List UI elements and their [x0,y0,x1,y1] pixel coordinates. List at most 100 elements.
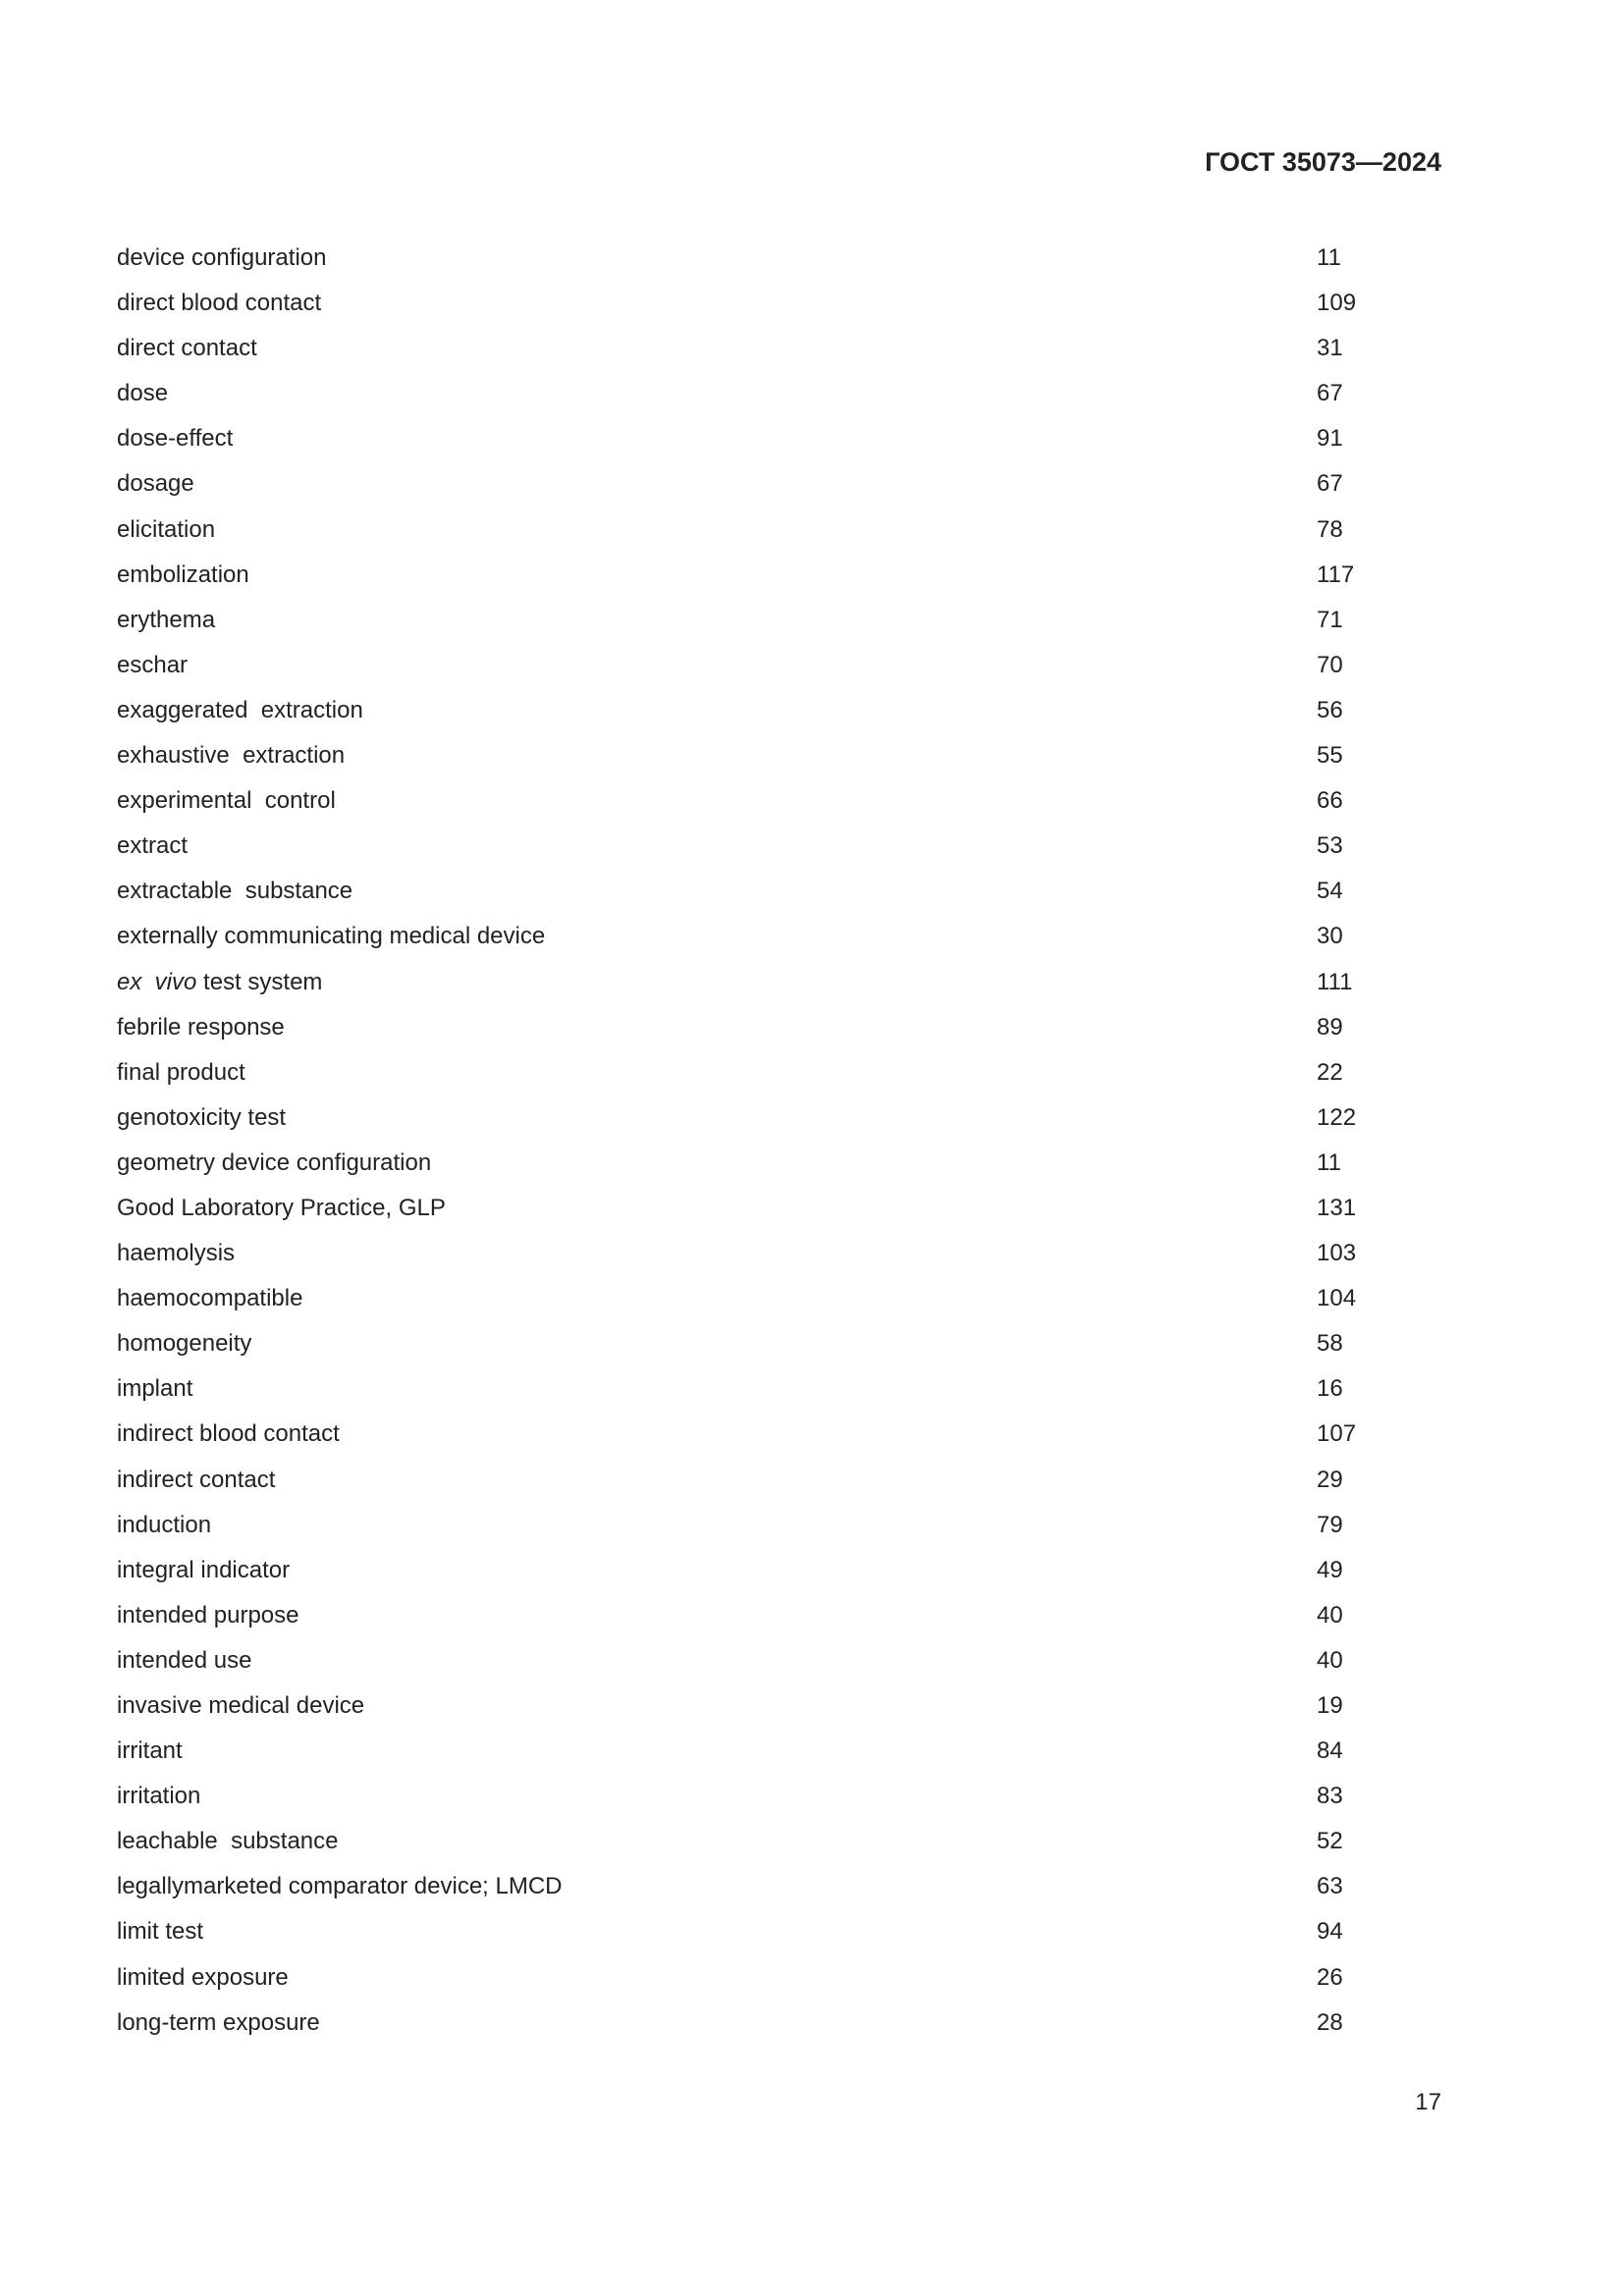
index-term: ex vivo test system [117,967,322,998]
index-entry: direct blood contact 109 [117,288,1393,333]
term-part: legallymarketed comparator device; LMCD [117,1873,563,1900]
index-term: embolization [117,560,249,591]
index-reference-number: 107 [1317,1420,1357,1448]
index-term: dose-effect [117,423,233,454]
index-term: eschar [117,650,188,681]
index-term: homogeneity [117,1328,251,1360]
term-part: haemolysis [117,1240,236,1267]
index-reference-number: 104 [1317,1285,1357,1312]
index-term: implant [117,1373,192,1405]
index-term: legallymarketed comparator device; LMCD [117,1871,563,1902]
index-reference-number: 26 [1317,1963,1343,1991]
term-part: haemocompatible [117,1285,303,1312]
index-reference-number: 56 [1317,696,1343,723]
term-part: dose [117,380,169,407]
index-term: irritant [117,1735,183,1767]
term-part: externally communicating medical device [117,923,546,950]
index-reference-number: 40 [1317,1646,1343,1674]
term-part: eschar [117,651,189,678]
index-reference-number: 22 [1317,1058,1343,1086]
index-term: extract [117,830,188,862]
term-part: intended use [117,1646,252,1674]
index-reference-number: 11 [1317,1148,1341,1176]
index-term: device configuration [117,242,326,274]
index-entry: implant 16 [117,1373,1393,1418]
page-number: 17 [1415,2089,1441,2115]
index-entry: device configuration 11 [117,242,1393,288]
index-term: haemolysis [117,1238,235,1269]
index-reference-number: 67 [1317,470,1343,498]
term-part: genotoxicity test [117,1103,287,1131]
term-part: Good Laboratory Practice, GLP [117,1194,446,1221]
index-reference-number: 79 [1317,1511,1343,1538]
index-reference-number: 84 [1317,1737,1343,1765]
index-term: intended use [117,1645,251,1677]
index-entry: exhaustive extraction 55 [117,740,1393,785]
index-reference-number: 30 [1317,923,1343,950]
index-entry: direct contact 31 [117,333,1393,378]
index-reference-number: 55 [1317,742,1343,770]
index-entry: genotoxicity test 122 [117,1102,1393,1148]
term-part: indirect blood contact [117,1420,340,1448]
term-part: embolization [117,561,249,588]
index-entry: leachable substance 52 [117,1826,1393,1871]
index-term: experimental control [117,785,336,817]
index-entry: invasive medical device 19 [117,1690,1393,1735]
index-term: irritation [117,1781,200,1812]
index-reference-number: 70 [1317,651,1343,678]
term-part: febrile response [117,1013,285,1041]
index-entry: erythema 71 [117,605,1393,650]
index-term: indirect blood contact [117,1418,340,1450]
term-part: implant [117,1375,193,1403]
index-entry: geometry device configuration 11 [117,1148,1393,1193]
index-list: device configuration 11 direct blood conta… [117,242,1393,2053]
index-term: indirect contact [117,1465,275,1496]
index-reference-number: 54 [1317,878,1343,905]
index-term: erythema [117,605,215,636]
index-entry: extract 53 [117,830,1393,876]
term-italic-part: ex vivo [117,968,197,995]
index-entry: final product 22 [117,1057,1393,1102]
index-reference-number: 94 [1317,1918,1343,1946]
index-entry: limit test 94 [117,1916,1393,1961]
index-reference-number: 29 [1317,1466,1343,1493]
index-term: induction [117,1510,211,1541]
index-term: intended purpose [117,1600,298,1631]
index-entry: dose-effect 91 [117,423,1393,468]
index-reference-number: 103 [1317,1240,1357,1267]
index-reference-number: 49 [1317,1556,1343,1583]
term-part: induction [117,1511,212,1538]
index-entry: dose 67 [117,378,1393,423]
index-term: externally communicating medical device [117,921,545,952]
index-entry: dosage 67 [117,468,1393,513]
index-entry: extractable substance 54 [117,876,1393,921]
index-entry: eschar 70 [117,650,1393,695]
term-part: intended purpose [117,1601,299,1629]
index-term: integral indicator [117,1555,290,1586]
index-entry: embolization 117 [117,560,1393,605]
index-reference-number: 83 [1317,1783,1343,1810]
index-term: leachable substance [117,1826,339,1857]
index-reference-number: 19 [1317,1692,1343,1719]
term-part: irritation [117,1783,201,1810]
term-part: test system [196,968,323,995]
index-reference-number: 58 [1317,1330,1343,1358]
term-part: extractable substance [117,878,353,905]
index-term: elicitation [117,514,215,546]
index-term: haemocompatible [117,1283,302,1314]
term-part: exhaustive extraction [117,742,346,770]
index-reference-number: 109 [1317,290,1357,317]
term-part: dose-effect [117,425,234,453]
index-entry: experimental control 66 [117,785,1393,830]
index-term: direct contact [117,333,257,364]
index-entry: long-term exposure 28 [117,2007,1393,2053]
index-term: exaggerated extraction [117,695,363,726]
index-entry: indirect contact 29 [117,1465,1393,1510]
index-reference-number: 53 [1317,832,1343,860]
index-term: direct blood contact [117,288,321,319]
index-term: limited exposure [117,1962,289,1994]
term-part: extract [117,832,189,860]
term-part: homogeneity [117,1330,252,1358]
index-reference-number: 122 [1317,1103,1357,1131]
index-term: extractable substance [117,876,352,907]
